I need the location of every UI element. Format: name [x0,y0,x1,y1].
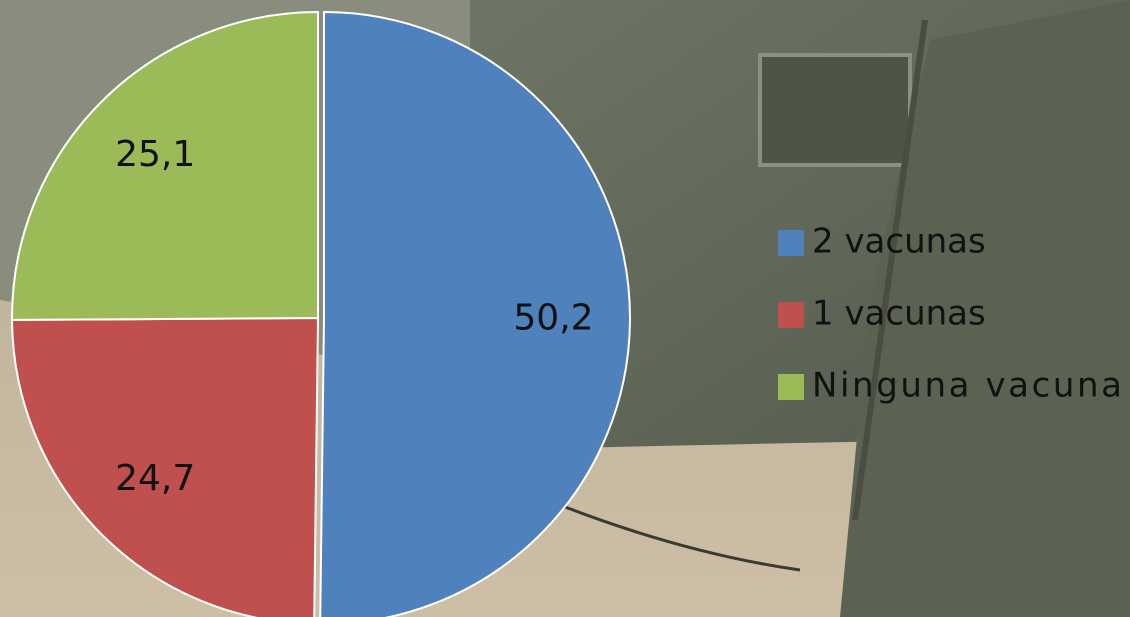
data-label: 25,1 [115,134,195,175]
chart: 50,224,725,1 2 vacunas1 vacunasNinguna v… [0,0,1130,617]
legend-swatch [778,230,804,256]
data-label: 50,2 [513,297,593,338]
page: {"chart_data": {"type": "pie", "categori… [0,0,1130,617]
legend-label: 1 vacunas [812,294,986,334]
legend-swatch [778,374,804,400]
legend-swatch [778,302,804,328]
legend-label: 2 vacunas [812,222,986,262]
data-label: 24,7 [115,458,195,499]
